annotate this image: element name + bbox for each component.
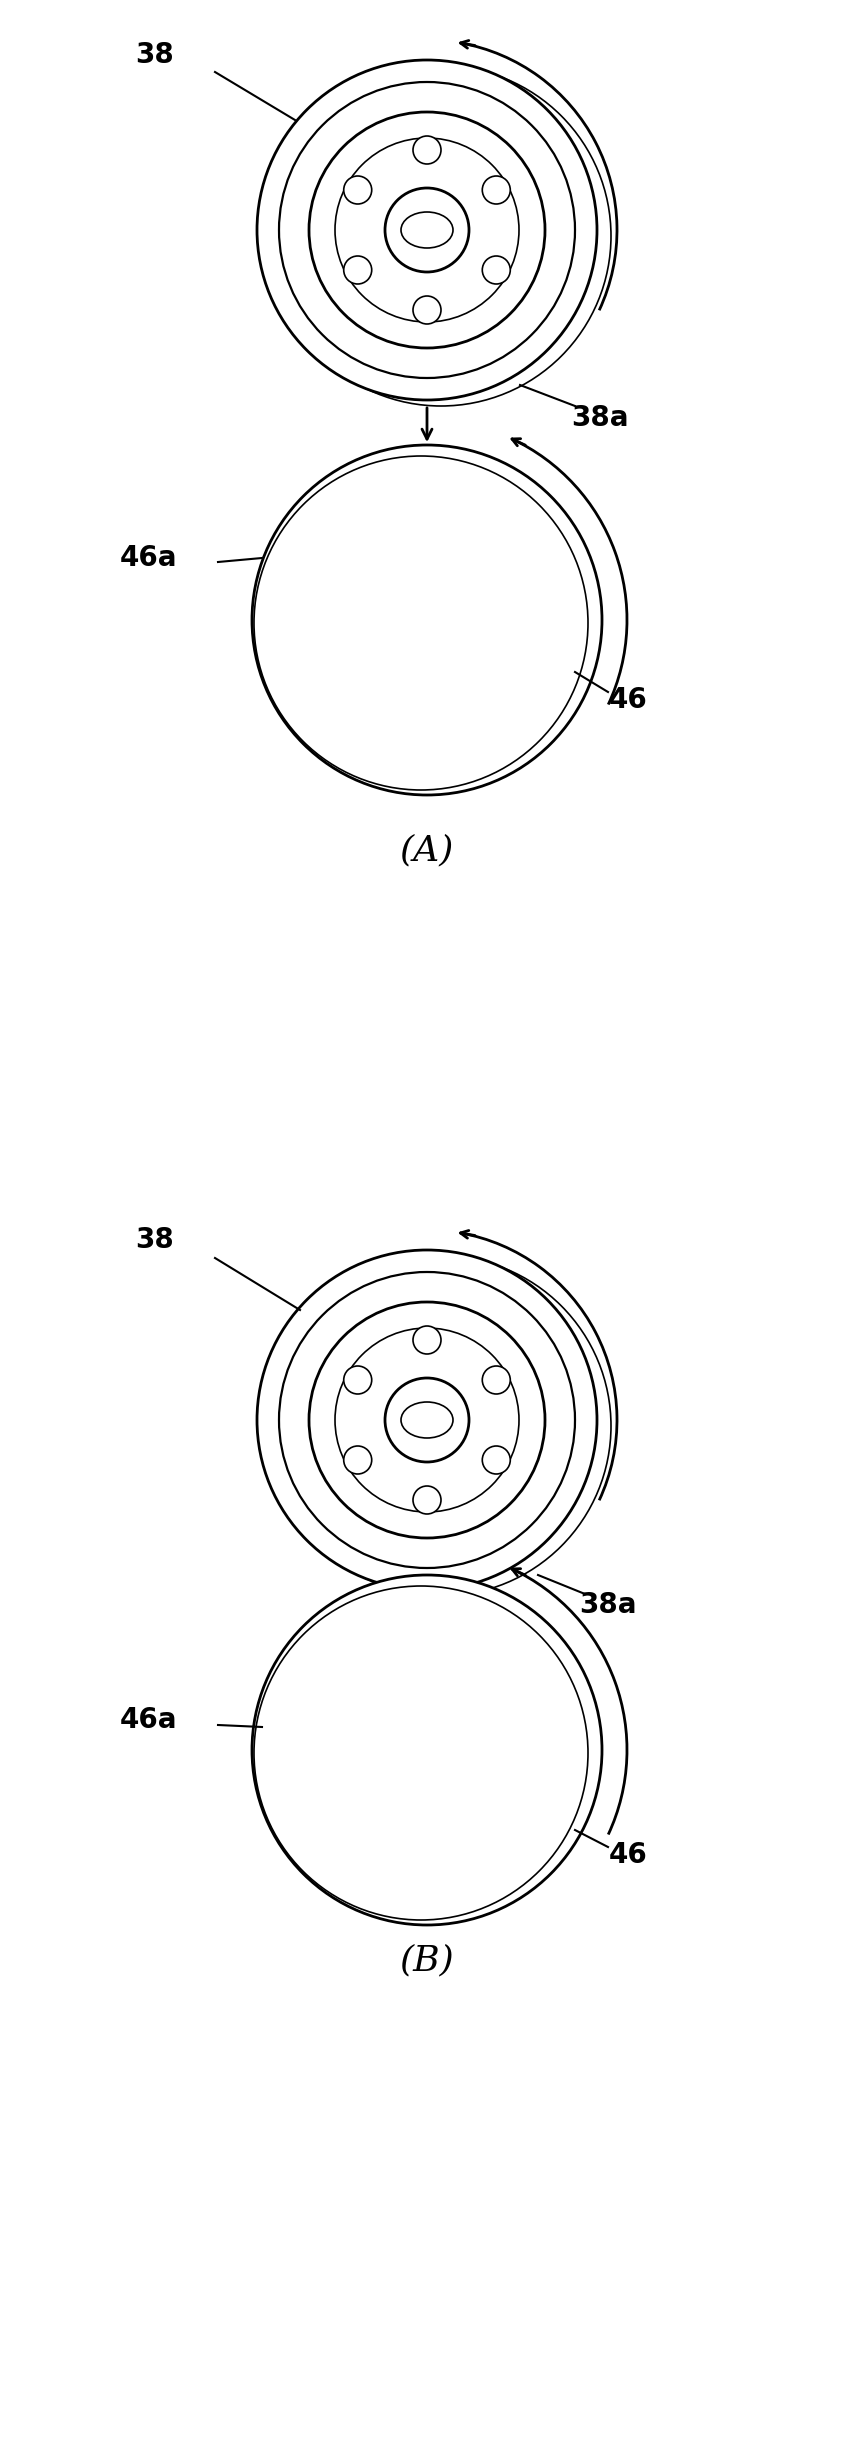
Circle shape bbox=[257, 1251, 597, 1590]
Circle shape bbox=[482, 1366, 510, 1395]
Text: 46: 46 bbox=[609, 686, 647, 713]
Circle shape bbox=[344, 176, 372, 205]
Text: 38: 38 bbox=[136, 1226, 174, 1253]
Circle shape bbox=[413, 1327, 441, 1353]
Text: (A): (A) bbox=[400, 833, 454, 867]
Circle shape bbox=[344, 257, 372, 283]
Circle shape bbox=[252, 445, 602, 794]
Text: 38a: 38a bbox=[579, 1590, 637, 1620]
Circle shape bbox=[482, 176, 510, 205]
Text: 38a: 38a bbox=[571, 403, 628, 432]
Circle shape bbox=[344, 1366, 372, 1395]
Circle shape bbox=[257, 61, 597, 401]
Text: 46a: 46a bbox=[119, 1705, 177, 1735]
Text: 38: 38 bbox=[136, 42, 174, 68]
Text: (B): (B) bbox=[399, 1942, 454, 1976]
Circle shape bbox=[309, 1302, 545, 1539]
Text: 46a: 46a bbox=[119, 545, 177, 572]
Circle shape bbox=[413, 1485, 441, 1515]
Circle shape bbox=[271, 66, 611, 406]
Text: 46: 46 bbox=[609, 1842, 647, 1869]
Circle shape bbox=[252, 1576, 602, 1925]
Circle shape bbox=[482, 257, 510, 283]
Ellipse shape bbox=[401, 213, 453, 249]
Circle shape bbox=[482, 1446, 510, 1473]
Ellipse shape bbox=[401, 1402, 453, 1439]
Circle shape bbox=[413, 296, 441, 325]
Circle shape bbox=[385, 1378, 469, 1461]
Circle shape bbox=[413, 137, 441, 164]
Circle shape bbox=[385, 188, 469, 271]
Circle shape bbox=[344, 1446, 372, 1473]
Circle shape bbox=[309, 112, 545, 347]
Circle shape bbox=[271, 1256, 611, 1595]
